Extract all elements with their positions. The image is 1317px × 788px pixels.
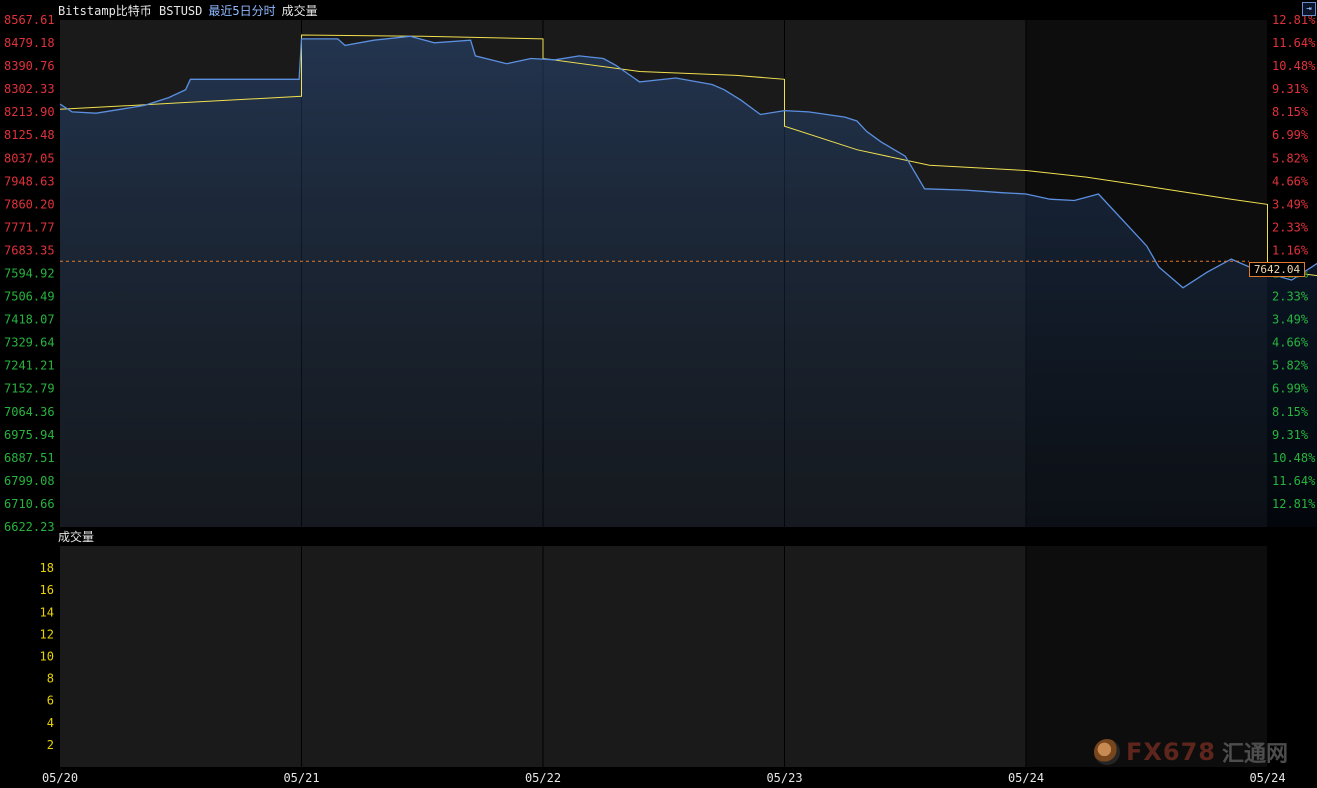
percent-axis-label: 3.49% <box>1272 197 1309 211</box>
price-axis-label: 6975.94 <box>4 428 55 442</box>
volume-axis-label: 12 <box>40 627 54 641</box>
percent-axis-label: 1.16% <box>1272 244 1309 258</box>
price-line[interactable] <box>59 35 1317 289</box>
date-axis-label: 05/23 <box>766 771 802 785</box>
date-axis-label: 05/24 <box>1249 771 1285 785</box>
price-axis-label: 7506.49 <box>4 290 55 304</box>
percent-axis-label: 10.48% <box>1272 59 1316 73</box>
date-axis-label: 05/21 <box>283 771 319 785</box>
price-axis-label: 8213.90 <box>4 105 55 119</box>
price-axis-label: 7329.64 <box>4 336 55 350</box>
watermark: FX678 汇通网 <box>1094 736 1288 768</box>
volume-panel-title: 成交量 <box>58 530 95 544</box>
percent-axis-label: 4.66% <box>1272 174 1309 188</box>
price-axis-label: 7418.07 <box>4 313 55 327</box>
watermark-text: FX678 <box>1126 738 1216 766</box>
volume-axis-label: 4 <box>47 716 54 730</box>
percent-axis-label: 4.66% <box>1272 336 1309 350</box>
price-axis-label: 7683.35 <box>4 244 55 258</box>
percent-axis-label: 6.99% <box>1272 382 1309 396</box>
percent-axis-label: 10.48% <box>1272 451 1316 465</box>
price-axis-label: 7241.21 <box>4 359 55 373</box>
percent-axis-label: 12.81% <box>1272 497 1316 511</box>
volume-indicator-label[interactable]: 成交量 <box>281 4 318 18</box>
price-axis-label: 6622.23 <box>4 520 55 534</box>
symbol-label: Bitstamp比特币 BSTUSD <box>58 4 203 18</box>
volume-axis-label: 6 <box>47 694 54 708</box>
date-axis-label: 05/24 <box>1008 771 1044 785</box>
price-axis-label: 8037.05 <box>4 151 55 165</box>
percent-axis-label: 11.64% <box>1272 474 1316 488</box>
percent-axis-label: 9.31% <box>1272 428 1309 442</box>
price-axis-label: 6710.66 <box>4 497 55 511</box>
price-axis-label: 8479.18 <box>4 36 55 50</box>
price-axis-label: 7771.77 <box>4 220 55 234</box>
volume-axis-label: 18 <box>40 561 54 575</box>
volume-axis-label: 8 <box>47 672 54 686</box>
price-axis-label: 7152.79 <box>4 382 55 396</box>
percent-axis-label: 5.82% <box>1272 151 1309 165</box>
watermark-cn: 汇通网 <box>1222 742 1289 767</box>
date-axis-label: 05/22 <box>525 771 561 785</box>
price-area-fill <box>60 36 1317 527</box>
percent-axis-label: 9.31% <box>1272 82 1309 96</box>
chart-title: Bitstamp比特币 BSTUSD 最近5日分时 成交量 <box>58 2 318 19</box>
price-axis-label: 8302.33 <box>4 82 55 96</box>
average-price-line <box>59 34 1317 277</box>
percent-axis-label: 6.99% <box>1272 128 1309 142</box>
fx678-logo-icon <box>1094 739 1120 765</box>
percent-axis-label: 5.82% <box>1272 359 1309 373</box>
price-axis-label: 7860.20 <box>4 197 55 211</box>
window-toggle-icon[interactable]: ⇥ <box>1302 2 1316 16</box>
percent-axis-label: 2.33% <box>1272 220 1309 234</box>
volume-axis-label: 10 <box>40 650 54 664</box>
percent-axis-label: 11.64% <box>1272 36 1316 50</box>
price-axis-label: 6799.08 <box>4 474 55 488</box>
period-label[interactable]: 最近5日分时 <box>208 4 276 18</box>
volume-axis-label: 2 <box>47 738 54 752</box>
price-axis-label: 7064.36 <box>4 405 55 419</box>
price-axis-label: 6887.51 <box>4 451 55 465</box>
volume-axis-label: 14 <box>40 605 54 619</box>
percent-axis-label: 2.33% <box>1272 290 1309 304</box>
percent-axis-label: 3.49% <box>1272 313 1309 327</box>
price-axis-label: 8390.76 <box>4 59 55 73</box>
current-price-tag: 7642.04 <box>1249 262 1305 277</box>
date-axis-label: 05/20 <box>42 771 78 785</box>
percent-axis-label: 8.15% <box>1272 105 1309 119</box>
volume-axis-label: 16 <box>40 583 54 597</box>
percent-axis-label: 8.15% <box>1272 405 1309 419</box>
price-axis-label: 8567.61 <box>4 13 55 27</box>
volume-plot-bg-current <box>1026 546 1268 767</box>
price-axis-label: 7594.92 <box>4 267 55 281</box>
percent-axis-label: 12.81% <box>1272 13 1316 27</box>
price-axis-label: 7948.63 <box>4 174 55 188</box>
price-axis-label: 8125.48 <box>4 128 55 142</box>
